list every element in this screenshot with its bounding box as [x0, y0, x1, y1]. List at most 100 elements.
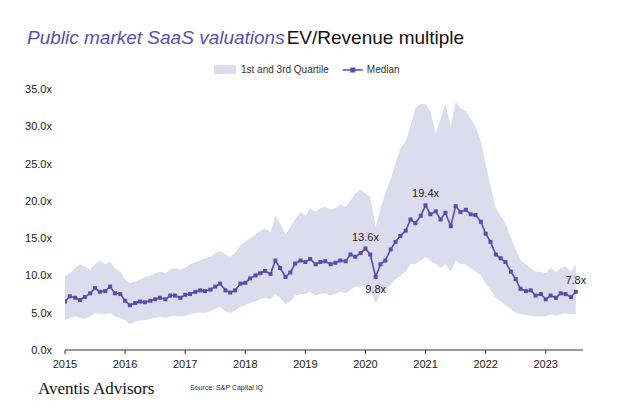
median-marker [208, 288, 212, 292]
median-marker [128, 303, 132, 307]
median-marker [138, 300, 142, 304]
median-marker [549, 294, 553, 298]
x-tick [425, 350, 426, 354]
median-marker [454, 204, 458, 208]
annotation: 7.8x [565, 274, 586, 286]
annotations: 13.6x 9.8x 19.4x 7.8x [352, 187, 587, 295]
median-marker [514, 277, 518, 281]
plot-data [65, 102, 578, 324]
median-marker [223, 288, 227, 292]
y-tick-label: 30.0x [25, 120, 52, 132]
median-marker [178, 296, 182, 300]
median-marker [524, 289, 528, 293]
median-marker [413, 221, 417, 225]
median-marker [424, 203, 428, 207]
median-marker [394, 240, 398, 244]
median-marker [248, 276, 252, 280]
brand: Aventis Advisors [38, 379, 154, 398]
x-tick-label: 2023 [534, 358, 558, 370]
median-marker [218, 282, 222, 286]
median-marker [203, 289, 207, 293]
median-marker [273, 259, 277, 263]
median-marker [108, 285, 112, 289]
median-marker [409, 218, 413, 222]
x-tick [485, 350, 486, 354]
x-tick [245, 350, 246, 354]
median-marker [348, 253, 352, 257]
median-marker [404, 229, 408, 233]
title: Public market SaaS valuations [27, 27, 285, 48]
median-line [65, 205, 576, 305]
median-marker [148, 299, 152, 303]
x-axis-line [65, 350, 583, 351]
median-marker [473, 213, 477, 217]
x-tick-label: 2018 [233, 358, 257, 370]
median-marker [253, 273, 257, 277]
median-marker [439, 218, 443, 222]
median-marker [488, 240, 492, 244]
median-marker [299, 259, 303, 263]
subtitle: EV/Revenue multiple [287, 27, 464, 48]
median-marker [434, 209, 438, 213]
median-marker [353, 255, 357, 259]
median-marker [559, 291, 563, 295]
x-tick-label: 2015 [53, 358, 77, 370]
median-marker [93, 286, 97, 290]
x-tick-label: 2022 [473, 358, 497, 370]
median-marker [389, 247, 393, 251]
median-marker [443, 211, 447, 215]
median-marker [233, 288, 237, 292]
median-marker [258, 271, 262, 275]
median-marker [398, 234, 402, 238]
median-marker [534, 294, 538, 298]
median-marker [363, 247, 367, 251]
median-marker [143, 300, 147, 304]
x-tick-label: 2017 [173, 358, 197, 370]
median-marker [419, 214, 423, 218]
median-marker [284, 275, 288, 279]
median-marker [569, 295, 573, 299]
median-marker [65, 300, 67, 304]
median-marker [359, 251, 363, 255]
y-tick-label: 35.0x [25, 83, 52, 95]
y-tick-label: 15.0x [25, 232, 52, 244]
median-marker [213, 285, 217, 289]
median-marker [288, 270, 292, 274]
median-marker [529, 288, 533, 292]
median-marker [554, 296, 558, 300]
annotation: 19.4x [412, 187, 439, 199]
median-marker [168, 294, 172, 298]
median-marker [188, 292, 192, 296]
annotation: 13.6x [352, 231, 379, 243]
median-marker [383, 259, 387, 263]
y-tick-label: 25.0x [25, 158, 52, 170]
median-marker [103, 289, 107, 293]
legend-label: Median [367, 64, 400, 75]
median-marker [263, 269, 267, 273]
x-tick [65, 350, 66, 354]
y-tick-label: 0.0x [31, 344, 52, 356]
median-marker [544, 297, 548, 301]
median-marker [503, 260, 507, 264]
median-marker [329, 262, 333, 266]
y-tick-label: 10.0x [25, 269, 52, 281]
median-marker [238, 282, 242, 286]
median-marker [193, 290, 197, 294]
median-marker [344, 259, 348, 263]
median-marker [228, 291, 232, 295]
y-tick-label: 20.0x [25, 195, 52, 207]
median-marker [469, 212, 473, 216]
median-marker [83, 295, 87, 299]
median-marker [333, 261, 337, 265]
median-marker [368, 253, 372, 257]
median-marker [198, 288, 202, 292]
axes: 0.0x5.0x10.0x15.0x20.0x25.0x30.0x35.0x20… [25, 83, 583, 370]
annotation: 9.8x [365, 283, 386, 295]
median-marker [574, 290, 578, 294]
x-tick-label: 2020 [353, 358, 377, 370]
median-marker [113, 291, 117, 295]
median-marker [458, 210, 462, 214]
median-marker [123, 299, 127, 303]
median-marker [323, 259, 327, 263]
chart: Public market SaaS valuationsEV/Revenue … [0, 0, 640, 409]
